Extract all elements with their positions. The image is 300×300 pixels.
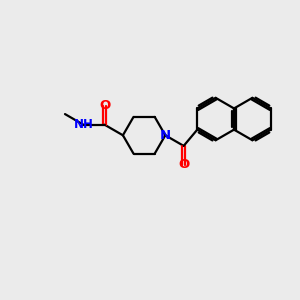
Text: O: O (178, 158, 189, 172)
Text: O: O (99, 99, 110, 112)
Text: NH: NH (74, 118, 93, 131)
Text: N: N (160, 129, 171, 142)
